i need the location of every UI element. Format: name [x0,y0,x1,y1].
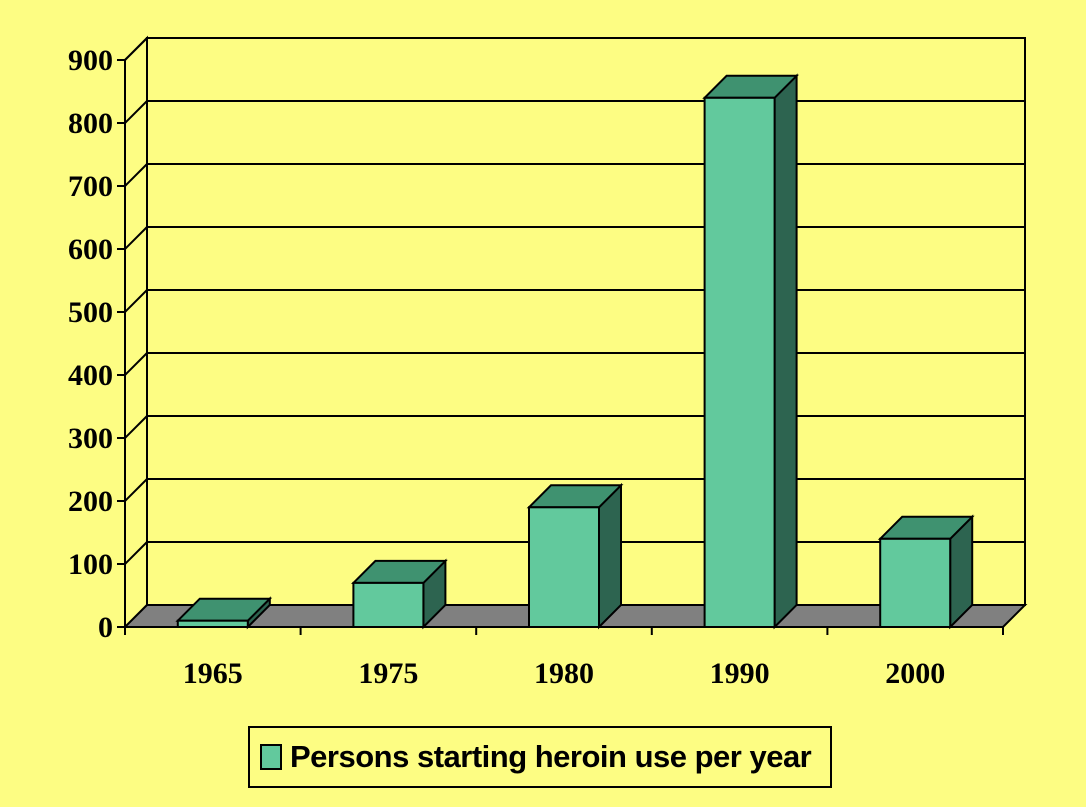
y-tick-label: 100 [68,548,113,581]
x-tick-label: 2000 [885,657,945,690]
bar-1975 [352,581,425,629]
bar-1990 [703,96,776,629]
bar-1980 [528,506,600,628]
side-wall [124,35,148,630]
y-tick-label: 800 [68,107,113,140]
y-tick-label: 0 [98,611,113,644]
y-tick-label: 900 [68,44,113,77]
gridline-side [124,478,148,502]
gridline-side [124,289,148,313]
gridline-side [124,541,148,565]
x-tick-label: 1975 [358,657,418,690]
legend-swatch [260,744,282,770]
gridline-side [124,100,148,124]
x-tick-label: 1965 [183,657,243,690]
y-tick-label: 300 [68,422,113,455]
x-tick-label: 1980 [534,657,594,690]
bar-2000 [879,537,952,628]
gridline-side [124,415,148,439]
bar-1965 [176,619,249,629]
legend: Persons starting heroin use per year [248,726,832,788]
gridline-side [124,352,148,376]
y-tick-label: 600 [68,233,113,266]
x-tick-label: 1990 [710,657,770,690]
y-tick-label: 200 [68,485,113,518]
bar-side [773,73,798,630]
y-tick-label: 700 [68,170,113,203]
legend-label: Persons starting heroin use per year [290,739,812,774]
gridline-side [124,163,148,187]
y-tick-label: 500 [68,296,113,329]
y-tick-label: 400 [68,359,113,392]
gridline-side [124,226,148,250]
gridline-side [124,37,148,61]
bar-side [598,482,622,630]
